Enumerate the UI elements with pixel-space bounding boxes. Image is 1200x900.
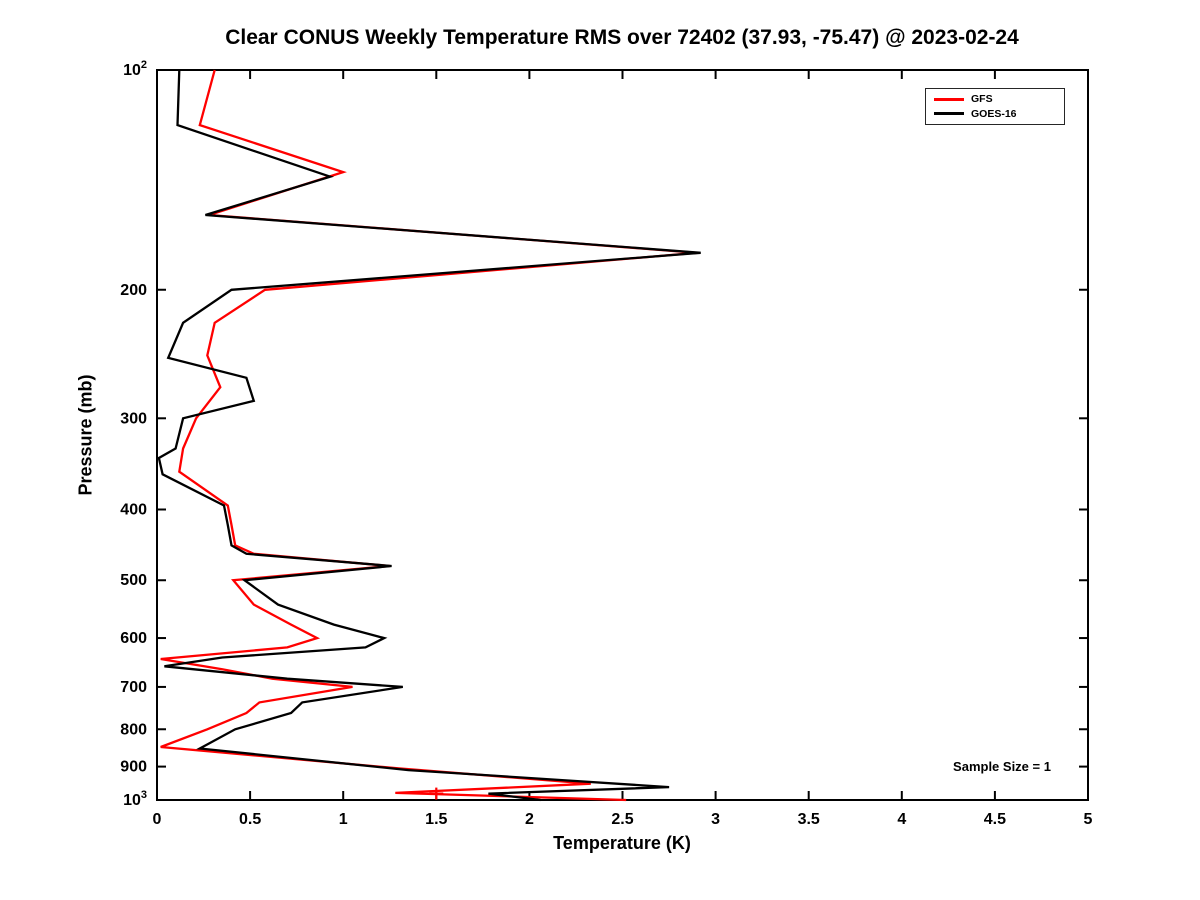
series-line-goes-16 <box>157 69 701 802</box>
x-tick-label: 2 <box>525 811 534 828</box>
y-tick-label: 700 <box>120 679 147 696</box>
y-tick-label: 200 <box>120 282 147 299</box>
x-tick-label: 4 <box>897 811 906 828</box>
legend-label-goes16: GOES-16 <box>971 107 1017 120</box>
x-tick-label: 4.5 <box>984 811 1006 828</box>
chart-title: Clear CONUS Weekly Temperature RMS over … <box>225 26 1019 49</box>
legend-line-goes16 <box>934 112 964 116</box>
x-tick-label: 1 <box>339 811 348 828</box>
x-tick-label: 1.5 <box>425 811 447 828</box>
x-tick-label: 3.5 <box>798 811 820 828</box>
y-tick-label: 300 <box>120 410 147 427</box>
series-line-gfs <box>160 69 698 802</box>
legend-label-gfs: GFS <box>971 93 993 105</box>
legend-item-goes16: GOES-16 <box>934 107 1056 120</box>
legend-line-gfs <box>934 97 964 101</box>
sample-size-annotation: Sample Size = 1 <box>953 759 1051 774</box>
x-axis-label: Temperature (K) <box>553 833 691 853</box>
plot-frame <box>156 69 1089 801</box>
y-tick-label: 800 <box>120 721 147 738</box>
x-tick-label: 2.5 <box>611 811 633 828</box>
y-tick-label: 500 <box>120 572 147 589</box>
y-tick-label: 400 <box>120 502 147 519</box>
legend-item-gfs: GFS <box>934 94 1056 105</box>
x-tick-label: 0 <box>153 811 162 828</box>
x-tick-label: 3 <box>711 811 720 828</box>
legend: GFS GOES-16 <box>925 88 1065 125</box>
y-tick-label: 103 <box>123 789 147 809</box>
y-tick-label: 102 <box>123 59 147 79</box>
y-tick-label: 600 <box>120 630 147 647</box>
y-tick-label: 900 <box>120 759 147 776</box>
x-tick-label: 5 <box>1084 811 1093 828</box>
x-tick-label: 0.5 <box>239 811 261 828</box>
y-axis-label: Pressure (mb) <box>75 374 96 496</box>
